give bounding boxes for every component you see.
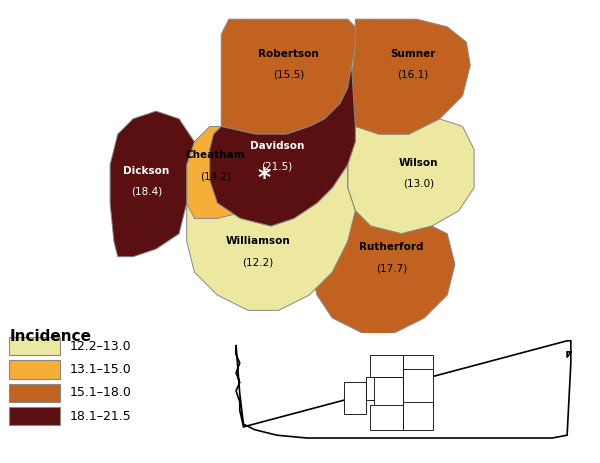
Polygon shape xyxy=(403,369,433,407)
Polygon shape xyxy=(344,382,366,414)
Text: Incidence: Incidence xyxy=(10,329,91,344)
Text: 13.1–15.0: 13.1–15.0 xyxy=(70,363,131,376)
Polygon shape xyxy=(366,377,385,400)
Text: (16.1): (16.1) xyxy=(397,70,428,80)
Polygon shape xyxy=(370,405,403,430)
Polygon shape xyxy=(210,65,355,226)
Polygon shape xyxy=(374,377,403,410)
Polygon shape xyxy=(236,341,571,438)
Text: Rutherford: Rutherford xyxy=(359,242,424,252)
Text: (14.2): (14.2) xyxy=(200,171,231,181)
Text: (15.5): (15.5) xyxy=(272,70,304,80)
Text: (12.2): (12.2) xyxy=(242,257,273,268)
Text: Sumner: Sumner xyxy=(390,49,436,59)
Polygon shape xyxy=(187,150,355,310)
Text: (18.4): (18.4) xyxy=(131,187,162,197)
Text: Cheatham: Cheatham xyxy=(185,150,245,160)
Text: Robertson: Robertson xyxy=(258,49,319,59)
Polygon shape xyxy=(110,111,194,257)
Text: Williamson: Williamson xyxy=(225,237,290,246)
Polygon shape xyxy=(187,126,290,219)
Bar xyxy=(10,384,60,402)
Polygon shape xyxy=(310,165,455,333)
Text: Dickson: Dickson xyxy=(124,165,170,175)
Polygon shape xyxy=(347,46,474,234)
Bar xyxy=(10,337,60,355)
Polygon shape xyxy=(221,19,355,134)
Polygon shape xyxy=(403,355,433,377)
Bar xyxy=(10,407,60,425)
Text: 15.1–18.0: 15.1–18.0 xyxy=(70,386,132,399)
Text: Wilson: Wilson xyxy=(399,158,438,168)
Text: 12.2–13.0: 12.2–13.0 xyxy=(70,340,131,353)
Bar xyxy=(10,360,60,379)
Text: 18.1–21.5: 18.1–21.5 xyxy=(70,410,131,423)
Polygon shape xyxy=(403,402,433,430)
Text: (17.7): (17.7) xyxy=(376,263,407,273)
Polygon shape xyxy=(347,19,470,134)
Text: *: * xyxy=(257,166,271,190)
Polygon shape xyxy=(370,355,403,377)
Text: Davidson: Davidson xyxy=(250,141,304,150)
Text: (13.0): (13.0) xyxy=(403,179,434,189)
Text: (21.5): (21.5) xyxy=(261,162,292,172)
